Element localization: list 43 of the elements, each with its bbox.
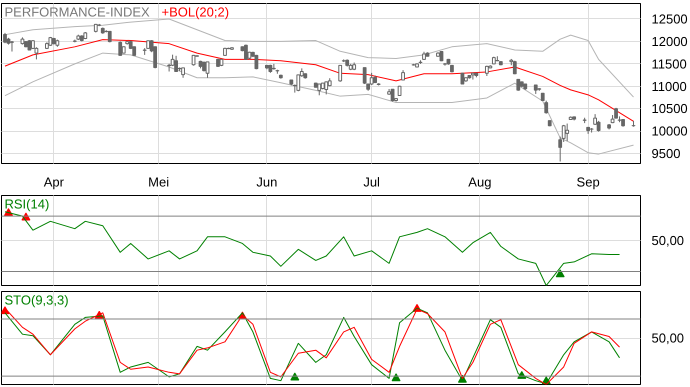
- candlestick: [28, 40, 32, 51]
- candlestick: [174, 55, 178, 72]
- x-tick-label: Jun: [256, 174, 278, 190]
- candlestick: [108, 30, 112, 43]
- x-tick-label: Aug: [468, 174, 492, 190]
- x-tick-label: Apr: [44, 174, 65, 190]
- line-series: [4, 39, 634, 122]
- line-series: [4, 52, 634, 155]
- y-tick-label: 11000: [652, 78, 687, 94]
- y-tick-label: 12500: [652, 11, 688, 26]
- y-tick-label: 10500: [652, 101, 688, 116]
- candlestick: [118, 40, 122, 56]
- chart-title: RSI(14): [4, 196, 50, 212]
- candlestick: [206, 61, 210, 78]
- candlestick: [370, 72, 374, 86]
- candlestick: [202, 61, 206, 72]
- chart-title: PERFORMANCE-INDEX: [4, 4, 150, 20]
- candlestick: [565, 123, 570, 142]
- candlestick: [254, 54, 258, 70]
- candlestick: [324, 80, 328, 95]
- chart-title: STO(9,3,3): [4, 292, 69, 308]
- candlestick: [512, 60, 517, 75]
- series-label: +BOL(20;2): [162, 4, 230, 20]
- candlestick: [390, 88, 394, 102]
- candlestick: [401, 70, 405, 81]
- y-tick-label: 10000: [652, 124, 688, 139]
- x-tick-label: Sep: [576, 174, 600, 190]
- y-tick-label: 9500: [652, 146, 680, 162]
- y-tick-label: 12000: [652, 34, 688, 49]
- line-series: [4, 18, 634, 98]
- candlestick: [484, 65, 489, 76]
- candlestick: [10, 40, 14, 52]
- x-tick-label: Mei: [148, 174, 170, 190]
- candlestick: [244, 44, 248, 60]
- candlestick: [317, 83, 322, 96]
- candlestick: [338, 64, 342, 82]
- x-tick-label: Jul: [363, 174, 380, 190]
- candlestick: [516, 78, 520, 92]
- text: 50,00: [652, 233, 684, 248]
- candlestick: [3, 32, 7, 44]
- y-tick-label: 11500: [652, 56, 687, 72]
- candlestick: [534, 84, 538, 94]
- text: 50,00: [652, 330, 684, 346]
